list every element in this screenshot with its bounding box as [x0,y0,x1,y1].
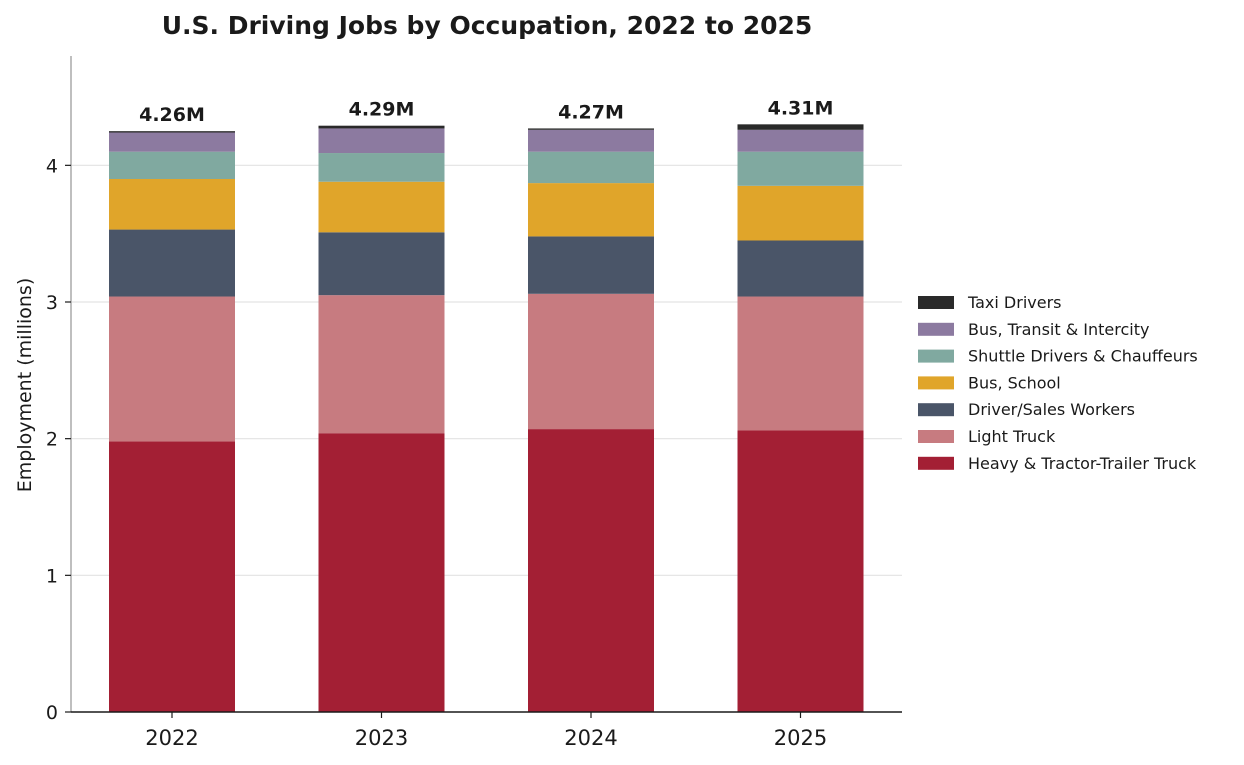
y-tick-label: 1 [46,565,58,587]
legend-label: Bus, Transit & Intercity [968,320,1149,339]
chart-title: U.S. Driving Jobs by Occupation, 2022 to… [162,11,813,40]
bar-segment-2022-0 [109,441,235,712]
bar-segment-2025-4 [737,151,864,186]
legend-swatch [918,403,954,417]
legend-label: Taxi Drivers [967,293,1062,312]
legend-swatch [918,430,954,443]
bar-segment-2022-6 [109,131,235,133]
x-tick-label-2023: 2023 [355,726,408,750]
x-tick-label-2022: 2022 [145,726,198,750]
total-label-2024: 4.27M [558,101,624,123]
bar-segment-2022-4 [109,151,235,179]
legend-swatch [918,322,954,336]
x-tick-label-2024: 2024 [564,726,617,750]
bar-segment-2024-6 [528,128,654,130]
x-tick-label-2025: 2025 [774,726,827,750]
bar-segment-2024-4 [528,151,654,184]
legend-label: Heavy & Tractor-Trailer Truck [968,454,1197,473]
legend-swatch [918,349,954,363]
bar-segment-2024-3 [528,183,654,237]
bar-segment-2025-6 [737,124,864,130]
total-labels: 4.26M 4.29M 4.27M 4.31M [139,97,833,126]
bar-segment-2022-2 [109,229,235,297]
bar-segment-2022-5 [109,132,235,152]
bar-segment-2023-4 [318,153,445,182]
legend-label: Shuttle Drivers & Chauffeurs [968,347,1198,366]
bar-segment-2023-3 [318,181,445,233]
bar-segment-2025-2 [737,240,864,297]
bar-segment-2024-0 [528,429,654,712]
bar-segment-2025-5 [737,129,864,152]
legend-label: Light Truck [968,427,1056,446]
bar-segment-2024-2 [528,236,654,294]
legend-swatch [918,376,954,390]
y-ticks: 0 1 2 3 4 [46,155,71,724]
y-axis-label: Employment (millions) [14,278,36,492]
bar-segment-2023-2 [318,232,445,296]
bar-segment-2024-5 [528,129,654,152]
legend-label: Bus, School [968,373,1061,392]
total-label-2023: 4.29M [349,99,415,121]
y-tick-label: 2 [46,429,58,451]
bar-segment-2025-3 [737,185,864,241]
y-tick-label: 3 [46,292,58,314]
legend-swatch [918,456,954,470]
bar-segment-2025-0 [737,430,864,712]
bar-segment-2023-5 [318,128,445,154]
y-tick-label: 0 [46,702,58,724]
bars [109,124,864,712]
bar-segment-2023-1 [318,295,445,434]
bar-segment-2022-1 [109,296,235,442]
total-label-2025: 4.31M [768,97,834,119]
bar-segment-2023-6 [318,125,445,129]
x-ticks: 2022 2023 2024 2025 [145,712,827,750]
bar-segment-2024-1 [528,293,654,430]
legend: Taxi Drivers Bus, Transit & Intercity Shut… [918,293,1198,473]
bar-segment-2022-3 [109,179,235,230]
y-tick-label: 4 [46,155,58,177]
legend-swatch [918,296,954,309]
bar-segment-2023-0 [318,433,445,712]
legend-label: Driver/Sales Workers [968,400,1135,419]
total-label-2022: 4.26M [139,104,205,126]
bar-segment-2025-1 [737,296,864,431]
